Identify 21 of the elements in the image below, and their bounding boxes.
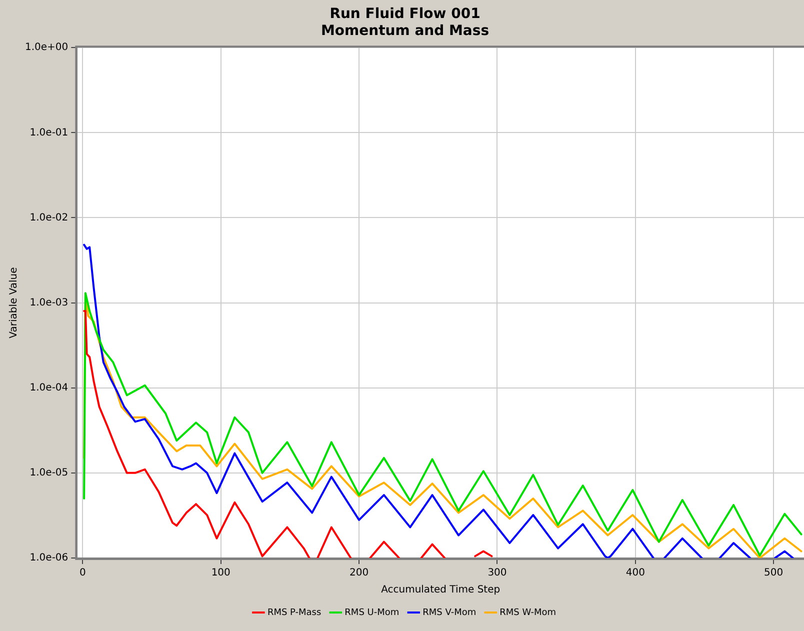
legend-label: RMS W-Mom: [500, 608, 556, 618]
x-tick-label: 400: [626, 568, 645, 579]
y-tick-label: 1.0e+00: [24, 42, 68, 54]
y-tick-label: 1.0e-03: [30, 297, 68, 308]
x-tick-label: 300: [488, 568, 507, 579]
chart-subtitle: Momentum and Mass: [320, 22, 490, 39]
x-tick-label: 0: [80, 568, 86, 579]
x-axis-title: Accumulated Time Step: [381, 584, 500, 596]
x-tick-label: 200: [350, 568, 369, 579]
y-tick-label: 1.0e-05: [30, 468, 68, 479]
chart-title: Run Fluid Flow 001: [330, 6, 480, 22]
y-axis-title: Variable Value: [8, 267, 20, 338]
y-tick-label: 1.0e-02: [30, 212, 68, 224]
y-tick-label: 1.0e-01: [30, 127, 68, 138]
x-tick-label: 100: [211, 568, 230, 579]
y-tick-label: 1.0e-04: [30, 382, 68, 394]
x-tick-label: 500: [764, 568, 784, 579]
legend-label: RMS P-Mass: [267, 608, 322, 618]
legend-label: RMS V-Mom: [422, 608, 476, 618]
legend-label: RMS U-Mom: [344, 608, 400, 618]
y-tick-label: 1.0e-06: [30, 552, 68, 564]
